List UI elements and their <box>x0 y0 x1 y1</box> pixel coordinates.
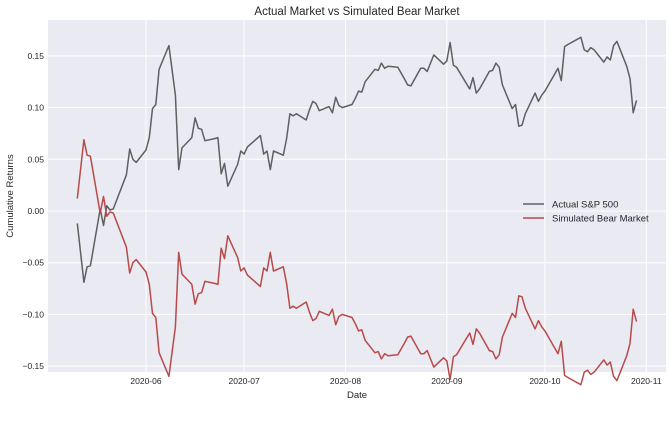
legend-label-simulated: Simulated Bear Market <box>552 214 649 225</box>
plot-area <box>48 20 666 372</box>
y-tick-label: −0.10 <box>22 309 44 319</box>
gridlines <box>48 20 666 372</box>
y-tick-label: 0.10 <box>27 103 44 113</box>
y-tick-label: −0.15 <box>22 361 44 371</box>
x-tick-label: 2020-06 <box>130 376 161 386</box>
x-tick-label: 2020-10 <box>529 376 560 386</box>
x-tick-label: 2020-09 <box>431 376 462 386</box>
series-line-simulated <box>76 138 638 386</box>
x-axis-label: Date <box>347 390 367 401</box>
x-tick-label: 2020-11 <box>631 376 662 386</box>
legend-label-actual: Actual S&P 500 <box>552 200 618 211</box>
y-axis-ticks: 0.15 0.10 0.05 0.00 −0.05 −0.10 −0.15 <box>22 51 44 371</box>
y-tick-label: 0.00 <box>27 206 44 216</box>
series-line-actual <box>76 36 638 284</box>
y-tick-label: 0.15 <box>27 51 44 61</box>
chart-title: Actual Market vs Simulated Bear Market <box>254 6 460 18</box>
series-lines <box>76 36 638 386</box>
x-axis-ticks: 2020-06 2020-07 2020-08 2020-09 2020-10 2020-… <box>130 376 661 386</box>
x-tick-label: 2020-07 <box>228 376 259 386</box>
legend: Actual S&P 500 Simulated Bear Market <box>523 200 649 225</box>
x-tick-label: 2020-08 <box>330 376 361 386</box>
y-tick-label: 0.05 <box>27 154 44 164</box>
y-tick-label: −0.05 <box>22 258 44 268</box>
y-axis-label: Cumulative Returns <box>5 154 16 238</box>
